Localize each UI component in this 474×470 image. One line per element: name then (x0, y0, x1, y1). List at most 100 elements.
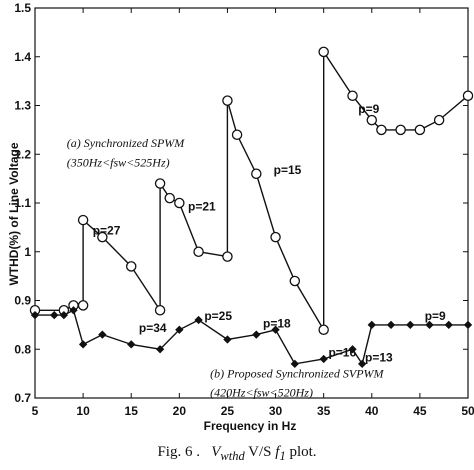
data-point (59, 310, 69, 320)
data-point (252, 330, 261, 339)
data-point (366, 114, 378, 126)
data-point (127, 340, 136, 349)
data-point (77, 300, 89, 311)
data-point (154, 304, 166, 316)
x-tick-label: 45 (413, 404, 427, 418)
series-layer (29, 46, 474, 369)
plot-border (34, 7, 469, 399)
x-tick-label: 15 (125, 404, 139, 418)
annotation-label: p=16 (328, 346, 356, 360)
annotation-label: p=13 (365, 350, 393, 364)
y-tick-label: 1.3 (14, 99, 31, 113)
data-point (347, 90, 358, 102)
y-tick-label: 1.2 (14, 147, 31, 161)
y-tick-label: 0.7 (14, 391, 31, 405)
caption-symbol: V (211, 444, 221, 460)
annotation-label: p=25 (204, 309, 232, 323)
caption-symbol-sub: wthd (220, 449, 245, 463)
y-tick-label: 0.8 (14, 342, 31, 356)
series-line (35, 309, 468, 366)
x-tick-label: 20 (173, 404, 187, 418)
data-point (462, 90, 474, 102)
data-point (77, 214, 89, 226)
data-point (175, 325, 184, 334)
x-tick-label: 25 (221, 404, 235, 418)
y-tick-label: 1.5 (14, 1, 31, 15)
y-tick-label: 0.9 (14, 294, 31, 308)
x-tick-label: 30 (269, 404, 283, 418)
data-point (155, 345, 165, 354)
data-point (270, 231, 281, 243)
data-point (386, 320, 396, 330)
data-point (319, 354, 328, 364)
caption-f-sub: 1 (279, 449, 286, 463)
tick-layer: 5 10 15 20 25 30 35 40 45 50 0.7 0.8 0.9 1 1.1 1.2 1.3 1.… (14, 1, 474, 418)
data-point (69, 306, 78, 315)
x-tick-label: 40 (365, 404, 379, 418)
y-tick-label: 1 (24, 245, 31, 259)
data-point (357, 359, 367, 369)
data-point (78, 340, 88, 349)
y-tick-label: 1.4 (14, 50, 31, 64)
annotation-label: p=27 (93, 224, 121, 238)
annotation-label: p=21 (188, 199, 216, 213)
annotation-label: (a) Synchronized SPWM (67, 136, 186, 150)
caption-suffix: plot. (285, 444, 317, 460)
data-point (290, 359, 299, 369)
data-point (414, 124, 426, 136)
data-point (164, 192, 175, 204)
data-point (30, 310, 40, 320)
annotation-label: (350Hz<fsw<525Hz) (67, 155, 170, 169)
plot-frame (34, 7, 469, 399)
caption-middle: V/S (244, 444, 276, 460)
data-point (425, 320, 434, 330)
annotation-label: (b) Proposed Synchronized SVPWM (210, 367, 384, 381)
x-tick-label: 35 (317, 404, 331, 418)
data-point (231, 129, 243, 140)
data-point (348, 345, 357, 354)
annotation-label: p=34 (139, 321, 167, 335)
data-point (367, 320, 376, 330)
data-point (125, 261, 137, 272)
data-point (289, 275, 301, 287)
data-point (463, 320, 473, 330)
x-tick-label: 10 (76, 404, 90, 418)
annotation-label: p=15 (274, 163, 302, 177)
data-point (433, 114, 445, 126)
annotation-label: p=9 (425, 309, 446, 323)
data-point (376, 124, 387, 136)
data-point (271, 325, 280, 334)
annotation-label: p=9 (358, 102, 379, 116)
annotation-label: p=18 (263, 316, 291, 330)
data-point (395, 124, 406, 136)
data-point (193, 246, 204, 257)
x-axis-title: Frequency in Hz (204, 419, 297, 433)
annotation-layer: (a) Synchronized SPWM (350Hz<fsw<525Hz) p=… (67, 102, 446, 400)
figure-caption: Fig. 6 . Vwthd V/S f1 plot. (0, 444, 474, 464)
data-point (318, 46, 329, 58)
data-point (50, 310, 59, 320)
y-tick-label: 1.1 (14, 196, 31, 210)
data-point (444, 320, 453, 330)
data-point (154, 178, 166, 189)
data-point (406, 320, 415, 330)
data-point (97, 231, 108, 243)
data-point (174, 197, 185, 209)
data-point (194, 315, 203, 325)
caption-f: f (275, 444, 280, 460)
annotation-label: (420Hz<fsw<520Hz) (210, 386, 313, 400)
y-axis-title: WTHD(%) of Line Voltage (7, 142, 21, 285)
x-tick-label: 5 (32, 404, 39, 418)
data-point (318, 324, 329, 335)
data-point (223, 335, 232, 344)
caption-prefix: Fig. 6 . (157, 444, 200, 460)
data-point (222, 251, 233, 262)
series-line (35, 49, 469, 333)
data-point (222, 95, 233, 106)
x-tick-label: 50 (461, 404, 474, 418)
series-spwm (29, 46, 474, 335)
data-point (98, 330, 107, 339)
data-point (251, 168, 262, 179)
series-svpwm (30, 306, 473, 369)
